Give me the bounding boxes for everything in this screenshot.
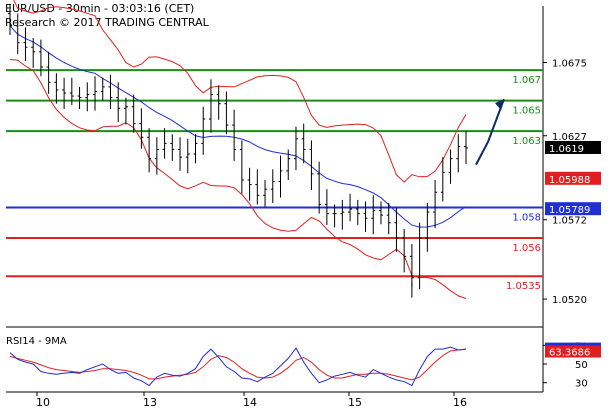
- rsi-line: [9, 346, 467, 387]
- copyright-label: Research © 2017 TRADING CENTRAL: [5, 16, 209, 29]
- price-tag-label-0: 1.0619: [549, 144, 584, 155]
- rsi-ma-line: [9, 348, 467, 381]
- x-tick-label-0: 10: [36, 396, 50, 409]
- rsi-tag-label-1: 63.3686: [549, 348, 590, 359]
- x-tick-label-1: 13: [143, 396, 157, 409]
- level-label-0: 1.067: [512, 75, 541, 86]
- price-y-tick-label-2: 1.0572: [552, 216, 587, 227]
- x-tick-label-4: 16: [453, 396, 467, 409]
- price-tag-2: [545, 202, 601, 216]
- rsi-y-tick-label-2: 30: [575, 379, 588, 390]
- price-y-tick-label-0: 1.0675: [552, 58, 587, 69]
- level-label-1: 1.065: [512, 106, 541, 117]
- price-tag-label-2: 1.05789: [549, 205, 590, 216]
- x-tick-label-2: 14: [243, 396, 257, 409]
- moving-average-line: [9, 25, 467, 228]
- price-y-tick-label-1: 1.0627: [552, 132, 587, 143]
- level-label-2: 1.063: [512, 136, 541, 147]
- chart-title: EUR/USD - 30min - 03:03:16 (CET): [5, 2, 195, 15]
- price-y-tick-label-3: 1.0520: [552, 295, 587, 306]
- rsi-title: RSI14 - 9MA: [6, 336, 67, 347]
- bollinger-lower-line: [9, 58, 467, 299]
- forecast-arrowhead-icon: [495, 99, 504, 111]
- level-label-4: 1.056: [512, 243, 541, 254]
- price-tag-label-1: 1.05988: [549, 175, 590, 186]
- x-tick-label-3: 15: [348, 396, 362, 409]
- forecast-arrow-line: [475, 98, 505, 166]
- level-label-3: 1.058: [512, 213, 541, 224]
- bollinger-upper-line: [13, 0, 467, 183]
- price-tag-0: [545, 140, 601, 154]
- rsi-y-tick-label-1: 50: [575, 360, 588, 371]
- level-label-5: 1.0535: [506, 281, 541, 292]
- rsi-tag-1: [545, 345, 601, 358]
- price-tag-1: [545, 171, 601, 185]
